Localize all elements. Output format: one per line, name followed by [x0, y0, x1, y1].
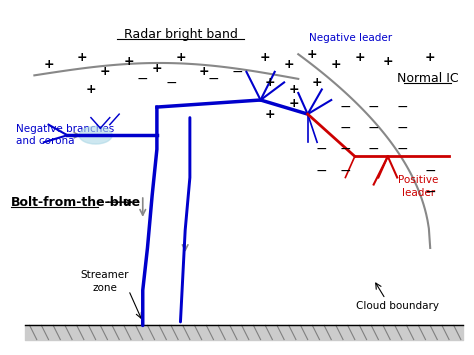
- Text: −: −: [339, 100, 351, 114]
- Text: −: −: [208, 72, 219, 86]
- Text: −: −: [396, 121, 408, 135]
- Text: +: +: [283, 58, 294, 71]
- Text: +: +: [288, 83, 299, 96]
- Text: −: −: [339, 163, 351, 178]
- Text: +: +: [312, 76, 322, 89]
- Text: +: +: [331, 58, 341, 71]
- Text: −: −: [339, 142, 351, 156]
- Text: +: +: [288, 97, 299, 110]
- Text: −: −: [368, 142, 380, 156]
- Text: −: −: [424, 185, 436, 198]
- Text: −: −: [137, 72, 148, 86]
- Text: Normal IC: Normal IC: [397, 72, 459, 86]
- Text: +: +: [76, 51, 87, 64]
- Text: +: +: [86, 83, 96, 96]
- Text: −: −: [368, 121, 380, 135]
- Text: Negative branches
and corona: Negative branches and corona: [16, 124, 114, 146]
- Text: −: −: [396, 100, 408, 114]
- Text: +: +: [425, 51, 436, 64]
- Text: Streamer
zone: Streamer zone: [81, 270, 129, 293]
- Text: −: −: [165, 75, 177, 89]
- Text: +: +: [354, 51, 365, 64]
- Ellipse shape: [79, 126, 112, 144]
- Text: Negative leader: Negative leader: [309, 33, 392, 43]
- Text: +: +: [175, 51, 186, 64]
- Text: −: −: [396, 142, 408, 156]
- Text: Positive
leader: Positive leader: [398, 175, 438, 197]
- Text: +: +: [264, 108, 275, 121]
- Text: −: −: [368, 100, 380, 114]
- Text: Radar bright band: Radar bright band: [124, 28, 237, 41]
- Text: +: +: [100, 65, 110, 78]
- Text: +: +: [383, 55, 393, 68]
- Text: −: −: [316, 163, 328, 178]
- Text: +: +: [123, 55, 134, 68]
- Text: +: +: [260, 51, 271, 64]
- Text: +: +: [152, 62, 162, 75]
- Text: +: +: [43, 58, 54, 71]
- Text: Cloud boundary: Cloud boundary: [356, 301, 439, 311]
- Text: +: +: [199, 65, 210, 78]
- Text: +: +: [307, 48, 318, 61]
- Text: −: −: [339, 121, 351, 135]
- Text: Bolt-from-the-blue: Bolt-from-the-blue: [11, 196, 141, 209]
- Text: −: −: [316, 142, 328, 156]
- Text: −: −: [424, 163, 436, 178]
- Text: −: −: [231, 65, 243, 79]
- Text: +: +: [264, 76, 275, 89]
